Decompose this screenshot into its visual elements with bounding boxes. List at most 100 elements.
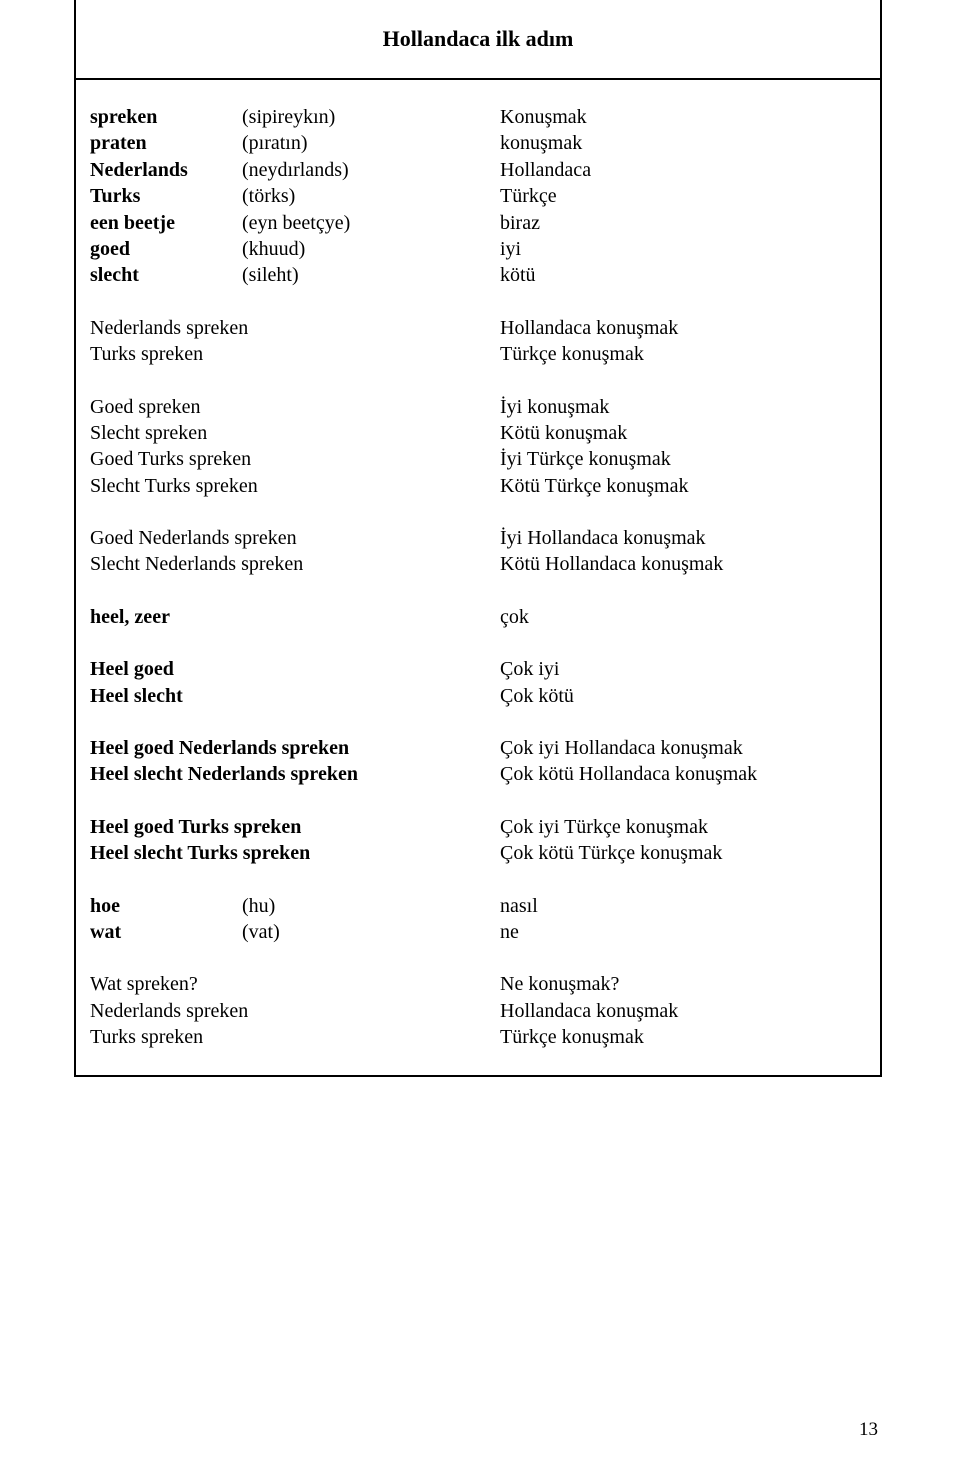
- dutch-term: Heel slecht Turks spreken: [90, 840, 310, 866]
- dutch-term: Turks spreken: [90, 1024, 203, 1050]
- turkish-translation: Türkçe: [500, 183, 866, 209]
- turkish-translation: Çok iyi Hollandaca konuşmak: [500, 735, 866, 761]
- page: Hollandaca ilk adım spreken(sipireykın)K…: [0, 0, 960, 1463]
- pronunciation: (pıratın): [242, 130, 308, 156]
- row-left: Nederlands spreken: [90, 998, 500, 1024]
- vocab-row: Heel goed Nederlands spreken Çok iyi Holl…: [90, 735, 866, 761]
- turkish-translation: Türkçe konuşmak: [500, 1024, 866, 1050]
- turkish-translation: Çok iyi: [500, 656, 866, 682]
- vocab-row: Heel goedÇok iyi: [90, 656, 866, 682]
- vocab-row: Nederlands spreken Hollandaca konuşmak: [90, 998, 866, 1024]
- turkish-translation: Çok kötü: [500, 683, 866, 709]
- pronunciation: (vat): [242, 919, 280, 945]
- vocab-row: Wat spreken? Ne konuşmak?: [90, 971, 866, 997]
- turkish-translation: Türkçe konuşmak: [500, 341, 866, 367]
- dutch-term: een beetje: [90, 210, 242, 236]
- group-separator: [90, 499, 866, 525]
- vocab-row: Heel slecht Nederlands sprekenÇok kötü H…: [90, 761, 866, 787]
- group-separator: [90, 578, 866, 604]
- dutch-term: Nederlands: [90, 157, 242, 183]
- turkish-translation: iyi: [500, 236, 866, 262]
- vocab-row: Slecht Turks spreken Kötü Türkçe konuşmak: [90, 473, 866, 499]
- row-left: Slecht spreken: [90, 420, 500, 446]
- vocab-row: Turks(törks)Türkçe: [90, 183, 866, 209]
- dutch-term: Heel goed Turks spreken: [90, 814, 301, 840]
- vocab-row: Goed Turks sprekenİyi Türkçe konuşmak: [90, 446, 866, 472]
- turkish-translation: İyi Hollandaca konuşmak: [500, 525, 866, 551]
- vocab-row: Goed sprekenİyi konuşmak: [90, 394, 866, 420]
- row-left: hoe(hu): [90, 893, 500, 919]
- dutch-term: Nederlands spreken: [90, 998, 248, 1024]
- vocab-row: wat(vat)ne: [90, 919, 866, 945]
- turkish-translation: kötü: [500, 262, 866, 288]
- turkish-translation: Ne konuşmak?: [500, 971, 866, 997]
- vocab-row: Goed Nederlands spreken İyi Hollandaca ko…: [90, 525, 866, 551]
- dutch-term: Slecht Nederlands spreken: [90, 551, 303, 577]
- group-separator: [90, 945, 866, 971]
- group-separator: [90, 867, 866, 893]
- row-left: heel, zeer: [90, 604, 500, 630]
- turkish-translation: İyi konuşmak: [500, 394, 866, 420]
- dutch-term: praten: [90, 130, 242, 156]
- pronunciation: (khuud): [242, 236, 305, 262]
- vocab-row: praten(pıratın) konuşmak: [90, 130, 866, 156]
- row-left: Goed spreken: [90, 394, 500, 420]
- row-left: een beetje(eyn beetçye): [90, 210, 500, 236]
- turkish-translation: Kötü Hollandaca konuşmak: [500, 551, 866, 577]
- turkish-translation: ne: [500, 919, 866, 945]
- vocab-row: heel, zeerçok: [90, 604, 866, 630]
- dutch-term: slecht: [90, 262, 242, 288]
- dutch-term: Turks spreken: [90, 341, 203, 367]
- vocab-row: spreken(sipireykın)Konuşmak: [90, 104, 866, 130]
- turkish-translation: biraz: [500, 210, 866, 236]
- pronunciation: (törks): [242, 183, 295, 209]
- pronunciation: (eyn beetçye): [242, 210, 350, 236]
- vocab-row: een beetje(eyn beetçye)biraz: [90, 210, 866, 236]
- turkish-translation: nasıl: [500, 893, 866, 919]
- turkish-translation: çok: [500, 604, 866, 630]
- dutch-term: hoe: [90, 893, 242, 919]
- vocab-row: hoe(hu)nasıl: [90, 893, 866, 919]
- dutch-term: Nederlands spreken: [90, 315, 248, 341]
- row-left: Heel goed: [90, 656, 500, 682]
- table-frame: Hollandaca ilk adım spreken(sipireykın)K…: [74, 0, 882, 1077]
- pronunciation: (sileht): [242, 262, 299, 288]
- turkish-translation: konuşmak: [500, 130, 866, 156]
- turkish-translation: Hollandaca konuşmak: [500, 315, 866, 341]
- row-left: Heel slecht Turks spreken: [90, 840, 500, 866]
- row-left: Turks(törks): [90, 183, 500, 209]
- row-left: Turks spreken: [90, 341, 500, 367]
- group-separator: [90, 289, 866, 315]
- turkish-translation: Kötü Türkçe konuşmak: [500, 473, 866, 499]
- pronunciation: (sipireykın): [242, 104, 335, 130]
- vocab-row: goed(khuud)iyi: [90, 236, 866, 262]
- row-left: Slecht Nederlands spreken: [90, 551, 500, 577]
- row-left: Nederlands(neydırlands): [90, 157, 500, 183]
- vocab-body: spreken(sipireykın)Konuşmakpraten(pıratı…: [76, 80, 880, 1075]
- turkish-translation: Çok kötü Türkçe konuşmak: [500, 840, 866, 866]
- dutch-term: Goed Nederlands spreken: [90, 525, 297, 551]
- dutch-term: Heel goed Nederlands spreken: [90, 735, 349, 761]
- row-left: Heel goed Turks spreken: [90, 814, 500, 840]
- turkish-translation: Hollandaca konuşmak: [500, 998, 866, 1024]
- turkish-translation: Çok iyi Türkçe konuşmak: [500, 814, 866, 840]
- dutch-term: Slecht spreken: [90, 420, 207, 446]
- dutch-term: Wat spreken?: [90, 971, 198, 997]
- row-left: Wat spreken?: [90, 971, 500, 997]
- row-left: spreken(sipireykın): [90, 104, 500, 130]
- row-left: Heel goed Nederlands spreken: [90, 735, 500, 761]
- vocab-row: Nederlands spreken Hollandaca konuşmak: [90, 315, 866, 341]
- vocab-row: Nederlands(neydırlands)Hollandaca: [90, 157, 866, 183]
- dutch-term: spreken: [90, 104, 242, 130]
- vocab-row: slecht(sileht) kötü: [90, 262, 866, 288]
- pronunciation: (neydırlands): [242, 157, 349, 183]
- group-separator: [90, 788, 866, 814]
- row-left: Goed Turks spreken: [90, 446, 500, 472]
- vocab-row: Slecht sprekenKötü konuşmak: [90, 420, 866, 446]
- group-separator: [90, 630, 866, 656]
- vocab-row: Turks spreken Türkçe konuşmak: [90, 341, 866, 367]
- dutch-term: Slecht Turks spreken: [90, 473, 258, 499]
- turkish-translation: İyi Türkçe konuşmak: [500, 446, 866, 472]
- page-title: Hollandaca ilk adım: [76, 0, 880, 80]
- vocab-row: Slecht Nederlands spreken Kötü Hollandaca…: [90, 551, 866, 577]
